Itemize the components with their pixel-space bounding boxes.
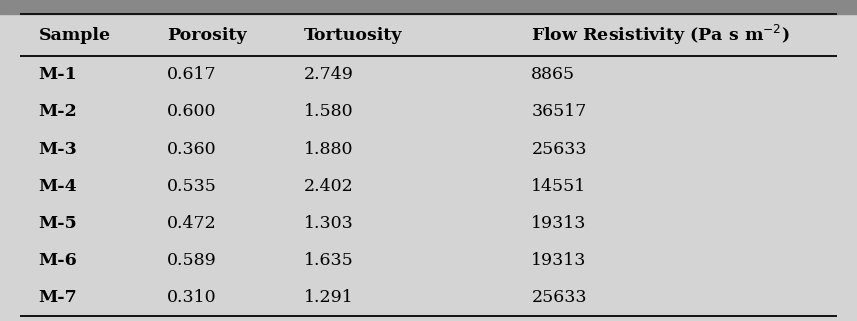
Text: 0.310: 0.310	[167, 289, 217, 306]
Text: 2.402: 2.402	[304, 178, 354, 195]
Text: 1.880: 1.880	[304, 141, 354, 158]
Text: 25633: 25633	[531, 289, 587, 306]
Text: 14551: 14551	[531, 178, 586, 195]
Text: Flow Resistivity (Pa s m$^{-2}$): Flow Resistivity (Pa s m$^{-2}$)	[531, 23, 790, 48]
Text: 0.535: 0.535	[167, 178, 217, 195]
Text: Tortuosity: Tortuosity	[304, 27, 403, 44]
Text: 1.291: 1.291	[304, 289, 354, 306]
Text: 1.580: 1.580	[304, 103, 354, 120]
Text: M-6: M-6	[39, 252, 77, 269]
Text: M-7: M-7	[39, 289, 77, 306]
Text: M-5: M-5	[39, 215, 77, 232]
Text: 1.303: 1.303	[304, 215, 354, 232]
Text: 25633: 25633	[531, 141, 587, 158]
Text: Sample: Sample	[39, 27, 111, 44]
Text: 0.589: 0.589	[167, 252, 217, 269]
Text: 1.635: 1.635	[304, 252, 354, 269]
Text: M-4: M-4	[39, 178, 77, 195]
Text: 19313: 19313	[531, 252, 587, 269]
Text: M-3: M-3	[39, 141, 77, 158]
Text: 0.600: 0.600	[167, 103, 217, 120]
Text: Porosity: Porosity	[167, 27, 247, 44]
Text: 19313: 19313	[531, 215, 587, 232]
Text: 0.360: 0.360	[167, 141, 217, 158]
Text: 36517: 36517	[531, 103, 587, 120]
Bar	[0, 0, 857, 14]
Text: 8865: 8865	[531, 66, 575, 83]
Text: 0.472: 0.472	[167, 215, 217, 232]
Text: 2.749: 2.749	[304, 66, 354, 83]
Text: 0.617: 0.617	[167, 66, 217, 83]
Text: M-1: M-1	[39, 66, 77, 83]
Text: M-2: M-2	[39, 103, 77, 120]
